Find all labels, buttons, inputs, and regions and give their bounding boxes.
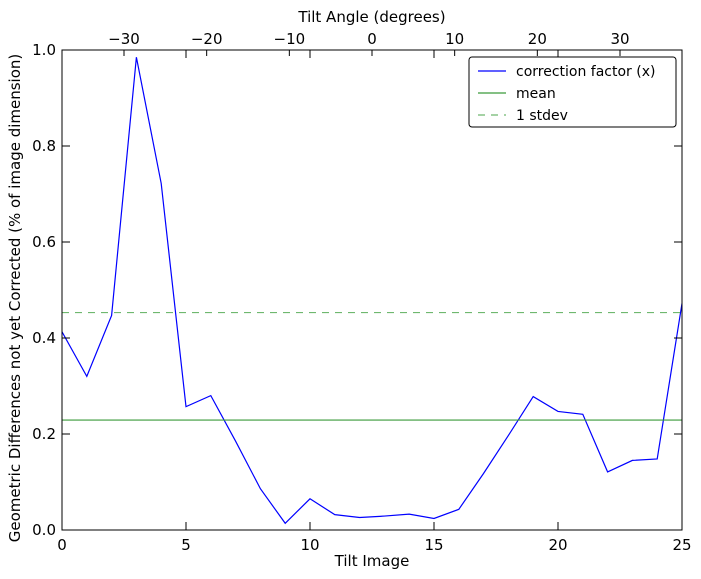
legend-label: correction factor (x) bbox=[516, 64, 655, 80]
legend-box bbox=[468, 56, 677, 128]
y-tick-label: 0.8 bbox=[32, 137, 56, 155]
y-tick-label: 1.0 bbox=[32, 41, 56, 59]
y-tick-label: 0.0 bbox=[32, 521, 56, 539]
x-axis-title: Tilt Image bbox=[334, 552, 410, 570]
legend: correction factor (x) mean 1 stdev bbox=[468, 56, 677, 128]
top-tick-label: −30 bbox=[108, 30, 140, 48]
y-tick-label: 0.2 bbox=[32, 425, 56, 443]
y-tick-label: 0.6 bbox=[32, 233, 56, 251]
top-tick-label: 20 bbox=[528, 30, 547, 48]
x-tick-label: 0 bbox=[57, 536, 67, 554]
ticks-layer: 0 5 10 15 20 25 0.0 0.2 0.4 0.6 0.8 1.0 −30 −20 −10 0 10… bbox=[32, 30, 691, 554]
top-tick-label: −10 bbox=[274, 30, 306, 48]
x-tick-label: 25 bbox=[672, 536, 691, 554]
legend-label: mean bbox=[516, 86, 556, 102]
x-tick-label: 20 bbox=[548, 536, 567, 554]
top-tick-label: 30 bbox=[610, 30, 629, 48]
x-tick-label: 10 bbox=[300, 536, 319, 554]
top-axis-title: Tilt Angle (degrees) bbox=[297, 8, 445, 26]
x-tick-label: 5 bbox=[181, 536, 191, 554]
series-line-correction-factor-x bbox=[62, 57, 682, 525]
x-tick-label: 15 bbox=[424, 536, 443, 554]
top-tick-label: 10 bbox=[445, 30, 464, 48]
top-tick-label: −20 bbox=[191, 30, 223, 48]
y-tick-label: 0.4 bbox=[32, 329, 56, 347]
top-tick-label: 0 bbox=[367, 30, 377, 48]
series-layer bbox=[62, 57, 682, 525]
y-axis-title: Geometric Differences not yet Corrected … bbox=[6, 54, 24, 543]
legend-label: 1 stdev bbox=[516, 108, 568, 124]
